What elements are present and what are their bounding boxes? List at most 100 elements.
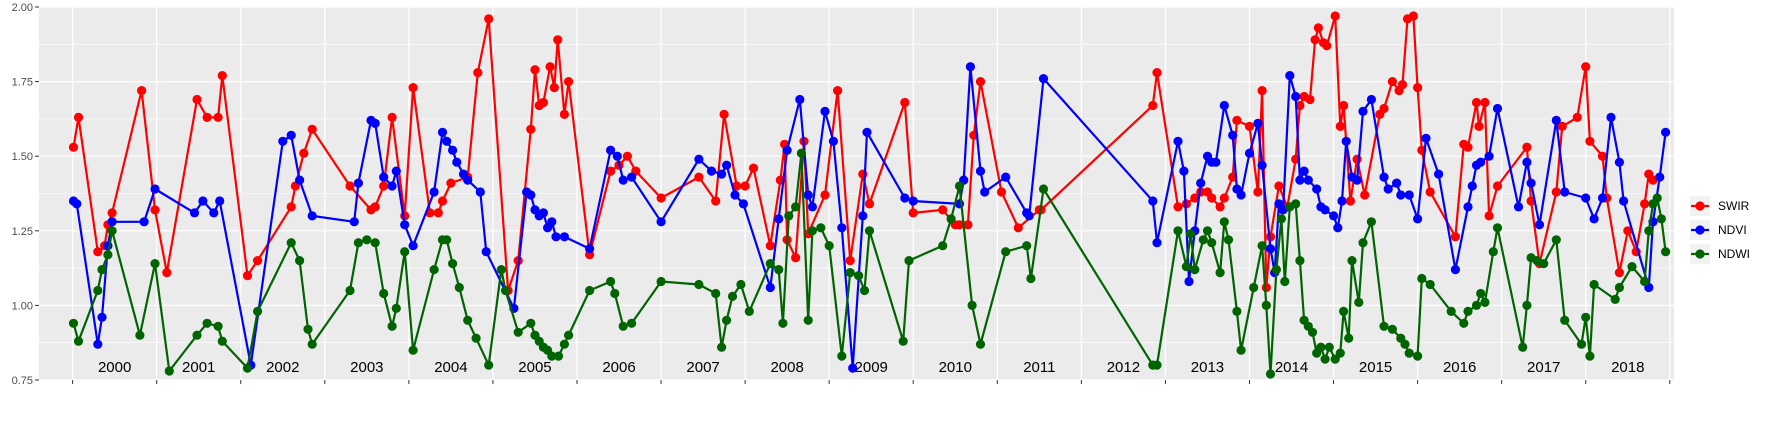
- data-point-swir: [975, 77, 986, 87]
- data-point-swir: [963, 220, 973, 230]
- data-point-swir: [1173, 202, 1183, 212]
- data-point-ndvi: [1450, 265, 1460, 275]
- data-point-swir: [68, 142, 79, 152]
- data-point-swir: [900, 97, 910, 108]
- data-point-swir: [299, 148, 309, 158]
- data-point-swir: [1623, 226, 1633, 236]
- data-point-ndwi: [429, 265, 439, 275]
- data-point-swir: [1471, 97, 1482, 108]
- data-point-swir: [1232, 115, 1242, 125]
- data-point-ndwi: [1186, 229, 1196, 239]
- data-point-ndvi: [1236, 190, 1246, 200]
- data-point-swir: [1215, 202, 1225, 212]
- data-point-ndwi: [765, 259, 775, 269]
- data-point-ndvi: [559, 232, 570, 242]
- data-point-ndwi: [946, 214, 956, 224]
- data-point-ndwi: [1344, 333, 1354, 343]
- data-point-ndwi: [217, 336, 227, 346]
- data-point-ndvi: [400, 220, 410, 230]
- data-point-ndwi: [1644, 226, 1654, 236]
- data-point-swir: [1480, 97, 1490, 108]
- data-point-ndvi: [1606, 112, 1616, 122]
- legend-key-point: [1695, 201, 1705, 211]
- data-point-ndwi: [627, 318, 637, 328]
- data-point-swir: [564, 77, 574, 87]
- data-point-ndvi: [1392, 178, 1402, 188]
- data-point-ndwi: [618, 321, 628, 331]
- data-point-ndvi: [1358, 106, 1368, 116]
- data-point-ndwi: [1459, 318, 1469, 328]
- data-point-ndwi: [1280, 276, 1290, 287]
- data-point-swir: [253, 256, 263, 266]
- data-point-swir: [1614, 268, 1624, 278]
- data-point-ndwi: [454, 282, 464, 293]
- x-axis: [72, 380, 1671, 384]
- data-point-ndwi: [1358, 238, 1368, 248]
- data-point-ndvi: [442, 136, 452, 146]
- data-point-ndwi: [1295, 256, 1305, 266]
- data-point-ndvi: [452, 157, 462, 167]
- data-point-ndwi: [898, 336, 908, 346]
- data-point-ndvi: [209, 208, 219, 218]
- data-point-ndvi: [1404, 190, 1414, 200]
- data-point-ndvi: [429, 187, 439, 197]
- data-point-swir: [1257, 86, 1267, 96]
- data-point-swir: [864, 199, 875, 209]
- data-point-ndvi: [908, 196, 918, 206]
- data-point-ndwi: [1656, 214, 1666, 224]
- data-point-ndwi: [164, 366, 174, 376]
- year-label: 2007: [686, 359, 719, 376]
- data-point-swir: [437, 196, 448, 206]
- data-point-swir: [286, 202, 296, 212]
- data-point-swir: [553, 35, 563, 45]
- data-point-ndvi: [1581, 193, 1591, 203]
- data-point-ndwi: [1551, 235, 1561, 245]
- data-point-ndvi: [189, 208, 200, 218]
- data-point-ndwi: [362, 235, 372, 245]
- data-point-ndvi: [1253, 118, 1263, 128]
- data-point-ndvi: [295, 175, 305, 185]
- data-point-ndvi: [437, 127, 448, 137]
- data-point-swir: [345, 181, 355, 191]
- data-point-swir: [545, 62, 555, 72]
- data-point-swir: [1425, 187, 1435, 197]
- series-ndvi: [68, 62, 1671, 373]
- data-point-swir: [1484, 211, 1494, 221]
- data-point-ndvi: [848, 363, 858, 373]
- data-point-ndvi: [1329, 211, 1339, 221]
- data-point-ndwi: [1354, 297, 1364, 307]
- data-point-ndvi: [1337, 196, 1347, 206]
- data-point-ndvi: [618, 175, 628, 185]
- data-point-ndwi: [448, 259, 458, 269]
- data-point-ndwi: [1026, 273, 1036, 284]
- data-point-swir: [1397, 80, 1408, 90]
- data-point-ndvi: [858, 211, 868, 221]
- data-point-swir: [242, 271, 253, 281]
- data-point-ndwi: [1576, 339, 1587, 349]
- legend-item-ndwi: NDWI: [1690, 244, 1750, 264]
- year-label: 2011: [1023, 359, 1055, 376]
- data-point-ndvi: [627, 172, 637, 182]
- data-point-ndvi: [1413, 214, 1423, 224]
- data-point-swir: [1352, 154, 1362, 164]
- data-point-ndwi: [513, 327, 523, 337]
- data-point-swir: [217, 71, 227, 81]
- data-point-ndwi: [1219, 217, 1229, 227]
- data-point-swir: [996, 187, 1007, 197]
- data-point-swir: [1310, 35, 1320, 45]
- data-point-ndvi: [1534, 220, 1545, 230]
- data-point-ndvi: [862, 127, 872, 137]
- data-point-swir: [765, 241, 775, 251]
- data-point-swir: [446, 178, 456, 188]
- data-point-ndvi: [215, 196, 225, 206]
- data-point-ndwi: [1446, 306, 1456, 316]
- data-point-ndvi: [1614, 157, 1624, 167]
- data-point-swir: [202, 112, 212, 122]
- data-point-swir: [484, 14, 494, 24]
- data-point-ndvi: [828, 136, 839, 146]
- data-point-ndwi: [864, 226, 875, 236]
- data-point-ndwi: [774, 265, 784, 275]
- data-point-ndwi: [391, 303, 401, 313]
- data-point-ndwi: [1581, 312, 1591, 322]
